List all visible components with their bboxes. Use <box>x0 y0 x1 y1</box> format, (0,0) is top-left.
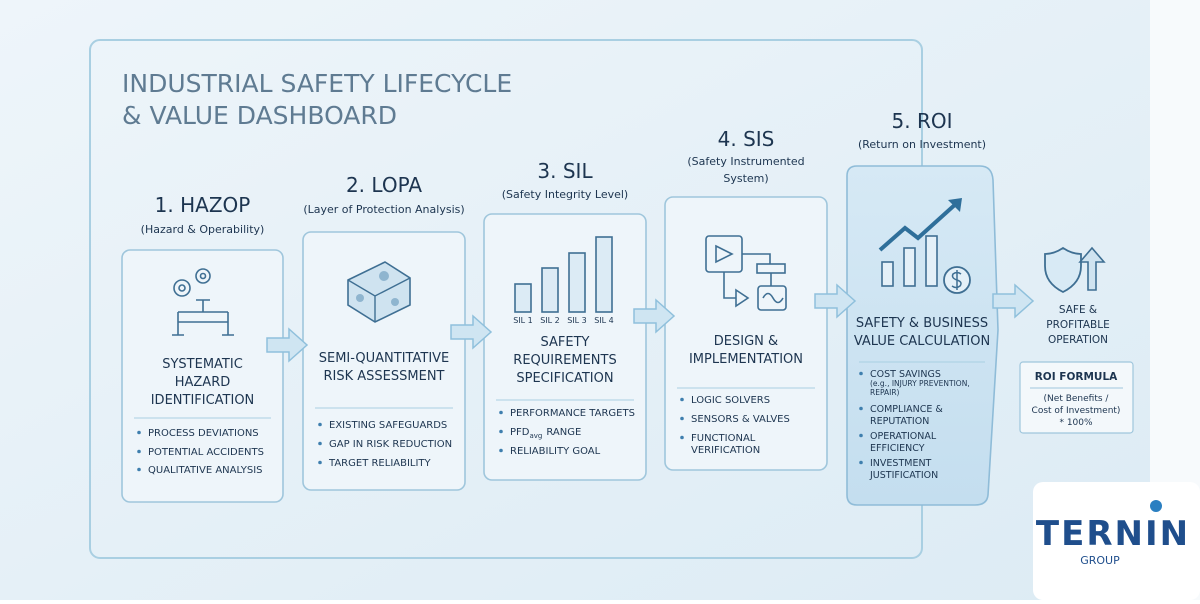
bullet: COST SAVINGS <box>870 369 941 380</box>
outcome-label: OPERATION <box>1048 334 1108 346</box>
bullet: TARGET RELIABILITY <box>328 458 432 469</box>
bullet: INVESTMENT <box>870 458 932 469</box>
formula-line: (Net Benefits / <box>1044 394 1110 404</box>
bullet: REPAIR) <box>870 388 900 397</box>
sil-label: SIL 1 <box>513 316 533 325</box>
card <box>121 249 284 503</box>
bullet-dot <box>318 460 322 465</box>
stage-title: 5. ROI <box>892 109 953 133</box>
bullet: PERFORMANCE TARGETS <box>510 408 635 419</box>
stage-heading: SYSTEMATIC <box>162 357 243 372</box>
stage-heading: REQUIREMENTS <box>513 353 616 368</box>
bullet: GAP IN RISK REDUCTION <box>329 439 452 450</box>
formula-box <box>1019 361 1134 434</box>
sil-label: SIL 3 <box>567 316 587 325</box>
bullet: QUALITATIVE ANALYSIS <box>148 465 263 476</box>
bullet-dot <box>859 433 863 438</box>
stage-heading: DESIGN & <box>714 334 778 349</box>
bullet-part: avg <box>529 432 542 440</box>
title: INDUSTRIAL SAFETY LIFECYCLE <box>122 69 512 98</box>
formula-line: * 100% <box>1059 418 1093 428</box>
bullet: OPERATIONAL <box>870 431 937 442</box>
bullet: VERIFICATION <box>691 445 760 456</box>
outcome-label: SAFE & <box>1059 304 1097 316</box>
stage-subtitle: System) <box>723 172 768 185</box>
bullet: PFDavg RANGE <box>510 427 581 440</box>
bullet-dot <box>859 406 863 411</box>
stage-subtitle: (Hazard & Operability) <box>141 223 265 236</box>
icon-shield <box>1044 246 1106 294</box>
bullet: COMPLIANCE & <box>870 404 943 415</box>
flow-arrow <box>450 314 493 350</box>
stage-heading: SPECIFICATION <box>516 371 613 386</box>
flow-arrow <box>633 298 676 334</box>
logo-sub: GROUP <box>1080 554 1120 567</box>
bullet-part: RANGE <box>546 427 581 438</box>
bullet: PROCESS DEVIATIONS <box>148 428 259 439</box>
bullet: LOGIC SOLVERS <box>691 395 770 406</box>
stage-title: 1. HAZOP <box>155 193 251 217</box>
stage-subtitle: (Safety Instrumented <box>687 155 804 168</box>
stage-heading: HAZARD <box>175 375 231 390</box>
bullet: EFFICIENCY <box>870 443 925 454</box>
bullet-dot <box>137 430 141 435</box>
bullet: RELIABILITY GOAL <box>510 446 601 457</box>
stage-heading: RISK ASSESSMENT <box>324 369 445 384</box>
icon-circuit <box>705 235 787 311</box>
stage-subtitle: (Layer of Protection Analysis) <box>303 203 464 216</box>
bullet-dot <box>859 460 863 465</box>
bullet-dot <box>137 467 141 472</box>
stage-heading: IDENTIFICATION <box>151 393 255 408</box>
bullet-dot <box>859 371 863 376</box>
icon-sil-bars <box>514 236 613 313</box>
bullet: SENSORS & VALVES <box>691 414 790 425</box>
stage-title: 2. LOPA <box>346 173 422 197</box>
bullet-part: PFD <box>510 427 530 438</box>
stage-heading: IMPLEMENTATION <box>689 352 803 367</box>
formula-title: ROI FORMULA <box>1035 371 1118 383</box>
outcome-label: PROFITABLE <box>1046 319 1110 331</box>
stage-subtitle: (Safety Integrity Level) <box>502 188 628 201</box>
bullet-dot <box>318 422 322 427</box>
bullet: FUNCTIONAL <box>691 433 756 444</box>
formula-line: Cost of Investment) <box>1032 406 1121 416</box>
stage-heading: SAFETY & BUSINESS <box>856 316 988 331</box>
bullet-dot <box>499 429 503 434</box>
card <box>846 165 999 506</box>
bullet-dot <box>137 449 141 454</box>
flow-arrow <box>814 283 857 319</box>
stage-subtitle: (Return on Investment) <box>858 138 986 151</box>
flow-arrow <box>266 327 309 363</box>
bullet: POTENTIAL ACCIDENTS <box>148 447 264 458</box>
title: & VALUE DASHBOARD <box>122 101 397 130</box>
bullet-dot <box>680 416 684 421</box>
stage-heading: VALUE CALCULATION <box>854 334 990 349</box>
bullet-dot <box>499 448 503 453</box>
bullet: REPUTATION <box>870 416 929 427</box>
bullet-dot <box>318 441 322 446</box>
sil-label: SIL 4 <box>594 316 614 325</box>
sil-label: SIL 2 <box>540 316 560 325</box>
bullet-dot <box>680 435 684 440</box>
icon-swiss-cheese <box>347 261 411 323</box>
bullet: JUSTIFICATION <box>869 470 938 481</box>
stage-heading: SEMI-QUANTITATIVE <box>319 351 450 366</box>
card <box>302 231 466 491</box>
bullet: EXISTING SAFEGUARDS <box>329 420 447 431</box>
logo-dot <box>1150 500 1162 512</box>
bullet-dot <box>499 410 503 415</box>
stage-heading: SAFETY <box>541 335 590 350</box>
logo-name: TERNIN <box>1036 514 1190 554</box>
stage-title: 4. SIS <box>718 127 775 151</box>
flow-arrow <box>992 283 1035 319</box>
bullet: (e.g., INJURY PREVENTION, <box>870 379 970 388</box>
bullet-dot <box>680 397 684 402</box>
stage-title: 3. SIL <box>537 159 593 183</box>
icon-gears <box>172 268 234 336</box>
icon-roi-chart <box>878 198 971 294</box>
